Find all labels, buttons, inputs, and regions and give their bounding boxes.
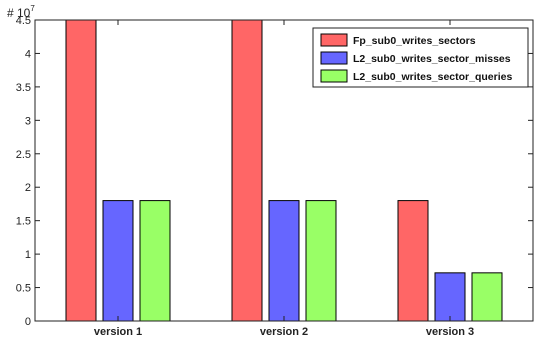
y-tick-label: 4.5 [16,15,31,27]
x-tick-label: version 1 [94,326,142,338]
y-tick-label: 2.5 [16,149,31,161]
bars-layer [65,19,503,322]
y-tick-label: 2 [25,182,31,194]
y-tick-label: 1.5 [16,216,31,228]
y-exponent-power: 7 [30,4,35,13]
legend-label: L2_sub0_writes_sector_misses [353,53,511,65]
legend-swatch [320,33,348,47]
bar-3-version-1 [139,200,171,322]
y-tick-label: 1 [25,249,31,261]
bar-1-version-2 [231,19,263,322]
bar-3-version-3 [471,272,503,322]
bar-2-version-3 [434,272,466,322]
x-axis-ticks: version 1 version 2 version 3 [94,20,474,338]
y-tick-label: 0 [25,316,31,328]
legend-box [312,27,529,88]
bar-1-version-3 [397,200,429,322]
y-exponent-label: # 107 [7,4,35,20]
y-tick-label: 3.5 [16,82,31,94]
legend-label: Fp_sub0_writes_sectors [353,35,476,47]
bar-3-version-2 [305,200,337,322]
legend: Fp_sub0_writes_sectors L2_sub0_writes_sec… [312,27,529,88]
x-tick-label: version 2 [260,326,308,338]
y-axis-ticks: 0 0.5 1 1.5 2 2.5 3 3.5 4 4.5 [16,15,533,328]
y-tick-label: 0.5 [16,283,31,295]
bar-2-version-2 [268,200,300,322]
y-tick-label: 4 [25,48,31,60]
y-exponent-base: # 10 [7,6,31,20]
x-tick-label: version 3 [426,326,474,338]
bar-2-version-1 [102,200,134,322]
legend-label: L2_sub0_writes_sector_queries [353,71,512,83]
legend-swatch [320,51,348,65]
y-tick-label: 3 [25,115,31,127]
bar-1-version-1 [65,19,97,322]
legend-swatch [320,69,348,83]
